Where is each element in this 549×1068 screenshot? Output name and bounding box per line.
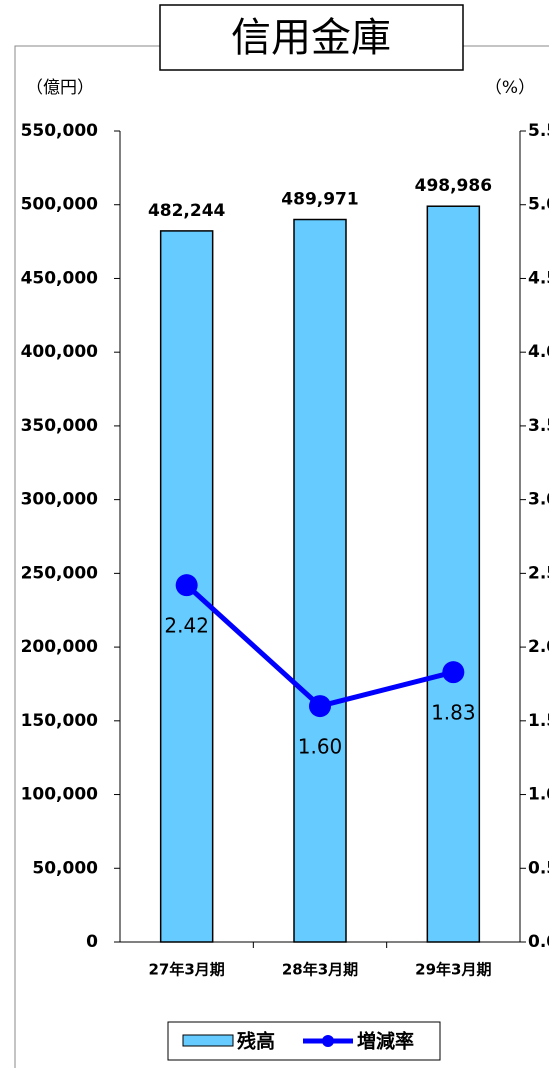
x-tick-label: 28年3月期 <box>282 961 358 979</box>
line-point <box>442 661 465 684</box>
y-tick-label: 100,000 <box>21 785 99 805</box>
y2-tick-label: 5.0 <box>528 195 549 215</box>
bar-value-label: 489,971 <box>281 190 358 210</box>
line-point <box>175 574 198 597</box>
legend-swatch <box>182 1034 234 1047</box>
line-point <box>309 695 331 718</box>
y-tick-label: 350,000 <box>21 416 99 436</box>
y-tick-label: 500,000 <box>21 195 99 215</box>
bar <box>293 218 347 943</box>
y-tick-label: 200,000 <box>21 637 99 657</box>
y2-tick-label: 4.5 <box>528 268 549 288</box>
legend-label: 残高 <box>237 1030 275 1053</box>
x-tick-label: 27年3月期 <box>149 961 225 979</box>
line-value-label: 1.60 <box>298 735 343 759</box>
chart-title: 信用金庫 <box>231 15 391 61</box>
line-value-label: 2.42 <box>164 614 209 638</box>
y-tick-label: 50,000 <box>32 858 98 878</box>
y2-tick-label: 4.0 <box>528 342 549 362</box>
y2-tick-label: 1.5 <box>528 711 549 731</box>
y2-tick-label: 2.0 <box>528 637 549 657</box>
y2-tick-label: 3.0 <box>528 490 549 510</box>
bar-value-label: 498,986 <box>415 176 492 196</box>
legend-label: 増減率 <box>357 1030 414 1053</box>
x-tick-label: 29年3月期 <box>415 961 491 979</box>
y-tick-label: 250,000 <box>21 563 99 583</box>
y2-tick-label: 3.5 <box>528 416 549 436</box>
y2-tick-label: 2.5 <box>528 563 549 583</box>
line-value-label: 1.83 <box>431 701 476 725</box>
y-tick-label: 400,000 <box>21 342 99 362</box>
y-tick-label: 300,000 <box>21 490 99 510</box>
y-tick-label: 0 <box>86 932 98 952</box>
y-tick-label: 450,000 <box>21 268 99 288</box>
y2-tick-label: 0.5 <box>528 858 549 878</box>
bar <box>426 205 481 943</box>
y-tick-label: 550,000 <box>21 121 99 141</box>
title-box <box>159 4 464 71</box>
y2-tick-label: 1.0 <box>528 785 549 805</box>
y2-tick-label: 5.5 <box>528 121 549 141</box>
y-tick-label: 150,000 <box>21 711 99 731</box>
y2-tick-label: 0.0 <box>528 932 549 952</box>
y2-axis-label: （%） <box>485 78 535 98</box>
bar-value-label: 482,244 <box>148 201 226 221</box>
y-axis-label: （億円） <box>26 78 94 98</box>
legend-swatch-dot <box>322 1035 334 1047</box>
